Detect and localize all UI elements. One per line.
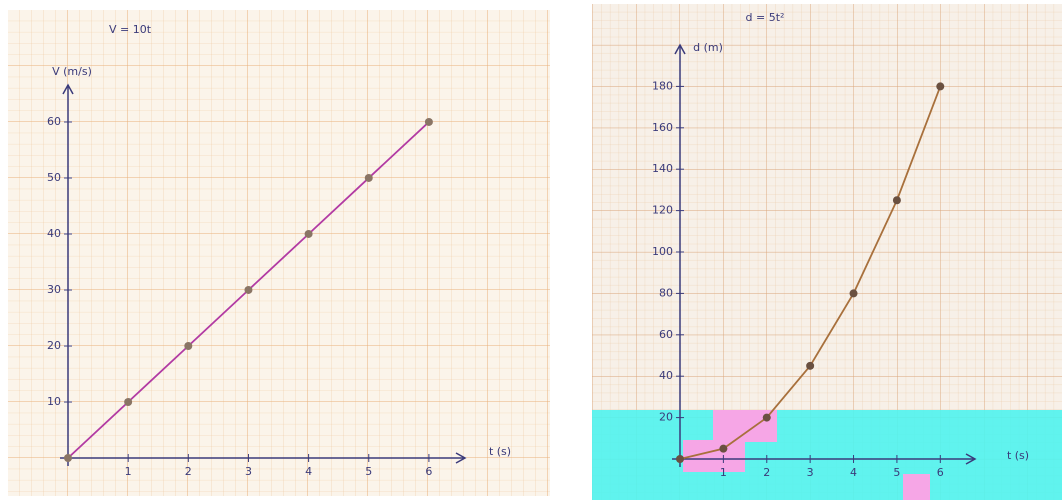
y-axis-label: d (m) — [693, 41, 723, 54]
x-tick-label: 2 — [185, 465, 192, 478]
data-point — [936, 82, 944, 90]
y-tick-label: 80 — [659, 286, 673, 299]
data-point — [184, 342, 192, 350]
y-tick-label: 120 — [652, 204, 673, 217]
y-tick-label: 160 — [652, 121, 673, 134]
y-tick-label: 140 — [652, 162, 673, 175]
data-point — [305, 230, 313, 238]
x-tick-label: 1 — [125, 465, 132, 478]
data-point — [850, 289, 858, 297]
y-tick-label: 100 — [652, 245, 673, 258]
y-tick-label: 50 — [47, 171, 61, 184]
x-tick-label: 4 — [305, 465, 312, 478]
data-point — [244, 286, 252, 294]
x-axis-label: t (s) — [489, 445, 511, 458]
x-tick-label: 3 — [245, 465, 252, 478]
y-axis-label: V (m/s) — [52, 65, 92, 78]
data-point — [365, 174, 373, 182]
y-tick-label: 30 — [47, 283, 61, 296]
x-tick-label: 3 — [807, 466, 814, 479]
data-point — [676, 455, 684, 463]
chart-title: V = 10t — [109, 23, 152, 36]
y-tick-label: 10 — [47, 395, 61, 408]
x-axis-label: t (s) — [1007, 449, 1029, 462]
x-tick-label: 4 — [850, 466, 857, 479]
chart-title: d = 5t² — [746, 11, 785, 24]
x-tick-label: 6 — [937, 466, 944, 479]
data-point — [893, 196, 901, 204]
y-tick-label: 60 — [47, 115, 61, 128]
overlay-block — [903, 474, 930, 500]
data-point — [806, 362, 814, 370]
x-tick-label: 2 — [763, 466, 770, 479]
y-tick-label: 180 — [652, 79, 673, 92]
graph-paper-grid — [8, 10, 550, 496]
x-tick-label: 5 — [893, 466, 900, 479]
y-tick-label: 20 — [47, 339, 61, 352]
x-tick-label: 6 — [425, 465, 432, 478]
data-point — [124, 398, 132, 406]
data-point — [763, 414, 771, 422]
data-point — [425, 118, 433, 126]
x-tick-label: 5 — [365, 465, 372, 478]
data-point — [64, 454, 72, 462]
y-tick-label: 40 — [659, 369, 673, 382]
y-tick-label: 60 — [659, 328, 673, 341]
x-tick-label: 1 — [720, 466, 727, 479]
y-tick-label: 20 — [659, 411, 673, 424]
chart-area: 1 2 3 4 5 6 10 20 30 40 50 60 V = 10t V (m/s) t (s) 1 2 3… — [0, 0, 1062, 502]
page: {"chart_data": [ {"type": "line", "title… — [0, 0, 1062, 502]
y-tick-label: 40 — [47, 227, 61, 240]
data-point — [719, 445, 727, 453]
